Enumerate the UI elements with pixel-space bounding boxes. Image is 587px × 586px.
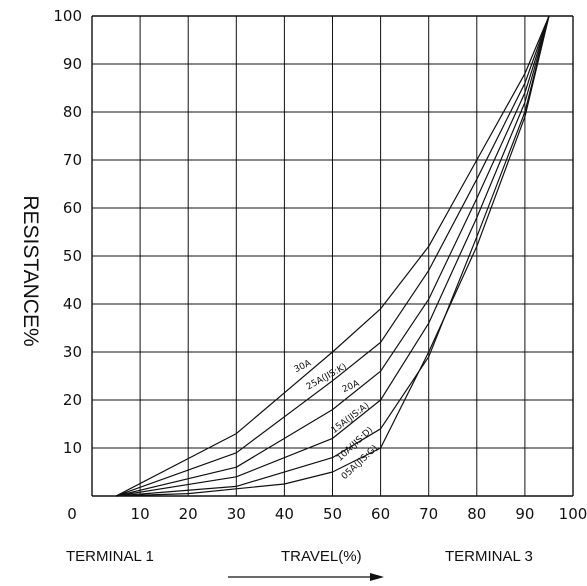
x-tick-label: 40 — [275, 505, 294, 523]
travel-arrow — [228, 573, 384, 581]
tick-layer: 0 10 20 30 40 50 60 70 80 90 100 10 20 30 40 50 60 70 80 90… — [53, 7, 587, 523]
curve-label-layer: 30A25A(JIS:K)20A15A(JIS:A)10A(JIS:D)05A(… — [293, 358, 380, 482]
x-tick-label: 0 — [67, 505, 77, 523]
y-axis-title: RESISTANCE% — [19, 195, 42, 346]
y-tick-label: 50 — [63, 247, 82, 265]
series-line — [115, 15, 550, 497]
y-tick-label: 80 — [63, 103, 82, 121]
x-tick-label: 20 — [179, 505, 198, 523]
series-line — [115, 15, 550, 497]
series-line — [115, 15, 550, 497]
x-tick-label: 100 — [559, 505, 587, 523]
series-label: 20A — [341, 379, 362, 396]
series-line — [115, 15, 550, 497]
x-tick-label: 60 — [371, 505, 390, 523]
terminal-right-label: TERMINAL 3 — [445, 548, 533, 565]
y-tick-label: 70 — [63, 151, 82, 169]
series-line — [115, 15, 550, 497]
x-tick-label: 30 — [227, 505, 246, 523]
x-tick-label: 70 — [419, 505, 438, 523]
y-tick-label: 10 — [63, 439, 82, 457]
grid-layer — [91, 15, 574, 497]
series-label: 30A — [293, 358, 314, 375]
x-axis-title: TRAVEL(%) — [281, 548, 362, 565]
y-tick-label: 90 — [63, 55, 82, 73]
y-tick-label: 40 — [63, 295, 82, 313]
y-tick-label: 100 — [53, 7, 82, 25]
x-tick-label: 50 — [323, 505, 342, 523]
y-tick-label: 20 — [63, 391, 82, 409]
series-line — [115, 15, 550, 497]
y-tick-label: 30 — [63, 343, 82, 361]
x-tick-label: 10 — [131, 505, 150, 523]
y-tick-label: 60 — [63, 199, 82, 217]
terminal-left-label: TERMINAL 1 — [66, 548, 154, 565]
x-tick-label: 80 — [467, 505, 486, 523]
x-tick-label: 90 — [515, 505, 534, 523]
series-layer — [115, 15, 550, 497]
